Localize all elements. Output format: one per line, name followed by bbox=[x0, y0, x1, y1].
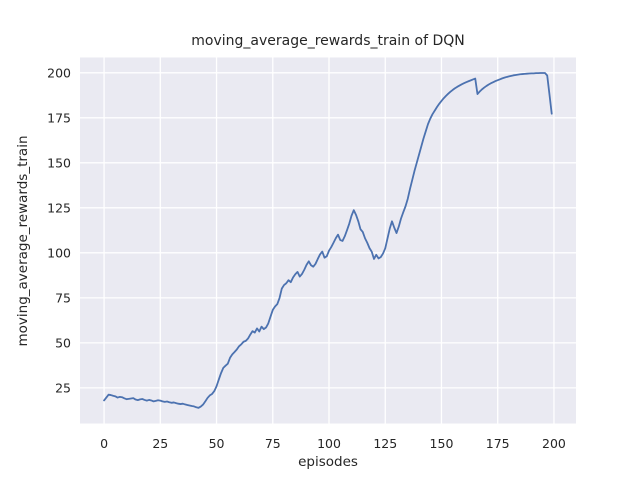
y-tick-labels: 25 50 75 100 125 150 175 200 bbox=[47, 65, 71, 395]
x-tick-label: 75 bbox=[265, 436, 281, 451]
chart-title: moving_average_rewards_train of DQN bbox=[191, 33, 465, 49]
y-tick-label: 75 bbox=[55, 290, 71, 305]
x-tick-label: 25 bbox=[152, 436, 168, 451]
y-tick-label: 100 bbox=[47, 245, 71, 260]
y-tick-label: 150 bbox=[47, 155, 71, 170]
x-tick-label: 50 bbox=[209, 436, 225, 451]
y-tick-label: 25 bbox=[55, 380, 71, 395]
x-tick-label: 175 bbox=[486, 436, 510, 451]
series-line bbox=[103, 72, 553, 409]
x-tick-label: 100 bbox=[317, 436, 341, 451]
y-tick-label: 175 bbox=[47, 110, 71, 125]
x-tick-label: 0 bbox=[100, 436, 108, 451]
y-tick-label: 50 bbox=[55, 335, 71, 350]
x-tick-label: 200 bbox=[542, 436, 566, 451]
x-axis-label: episodes bbox=[298, 454, 358, 470]
x-tick-label: 150 bbox=[430, 436, 454, 451]
x-tick-label: 125 bbox=[373, 436, 397, 451]
y-tick-label: 200 bbox=[47, 65, 71, 80]
x-tick-labels: 0 25 50 75 100 125 150 175 200 bbox=[100, 436, 566, 451]
plot-area bbox=[80, 57, 576, 424]
y-axis-label: moving_average_rewards_train bbox=[15, 135, 31, 346]
y-tick-label: 125 bbox=[47, 200, 71, 215]
